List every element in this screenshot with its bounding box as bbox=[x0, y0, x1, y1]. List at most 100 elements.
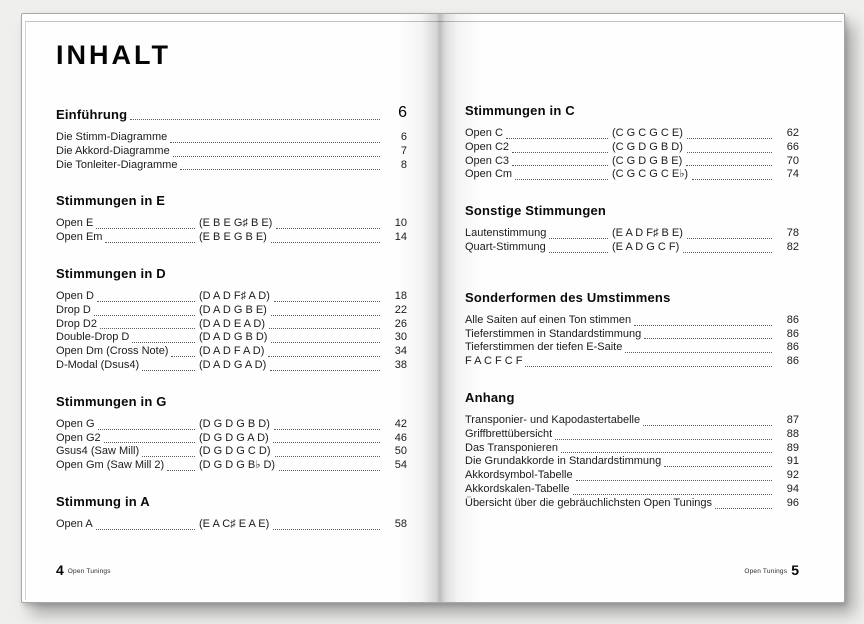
dotted-leader bbox=[549, 237, 608, 239]
toc-entry: Tieferstimmen der tiefen E-Saite 86 bbox=[465, 341, 799, 355]
toc-entry-page: 42 bbox=[394, 417, 407, 430]
toc-entry: Die Grundakkorde in Standardstimmung 91 bbox=[465, 455, 799, 469]
dotted-leader bbox=[273, 428, 380, 430]
toc-section: Stimmung in A Open A (E A C♯ E A E) 58 bbox=[56, 494, 407, 532]
toc-entry: Lautenstimmung (E A D F♯ B E) 78 bbox=[465, 227, 799, 241]
dotted-leader bbox=[274, 456, 380, 458]
toc-entry-name-wrap: Drop D2 bbox=[56, 318, 198, 332]
toc-entry: Double-Drop D (D A D G B D) 30 bbox=[56, 331, 407, 345]
page-title: INHALT bbox=[56, 40, 171, 70]
toc-entry-name: Drop D bbox=[56, 303, 91, 316]
toc-entry-name: D-Modal (Dsus4) bbox=[56, 358, 140, 371]
toc-entry-page: 58 bbox=[394, 517, 407, 530]
toc-entry-page: 82 bbox=[786, 240, 799, 253]
toc-entry-page: 89 bbox=[786, 441, 799, 454]
toc-entry-name: Open C bbox=[465, 127, 503, 139]
dotted-leader bbox=[105, 241, 195, 243]
dotted-leader bbox=[644, 338, 772, 340]
toc-entry: Alle Saiten auf einen Ton stimmen 86 bbox=[465, 314, 799, 328]
toc-entry-tuning: (C G D G B D) bbox=[612, 140, 683, 153]
toc-entry-name: Quart-Stimmung bbox=[465, 240, 546, 253]
toc-entry-name-wrap: Open D bbox=[56, 290, 198, 304]
toc-entry: Die Tonleiter-Diagramme 8 bbox=[56, 159, 407, 173]
toc-entry: Drop D (D A D G B E) 22 bbox=[56, 304, 407, 318]
toc-entry-page: 74 bbox=[786, 168, 799, 181]
toc-entry-name: Drop D2 bbox=[56, 317, 97, 330]
toc-entry: Drop D2 (D A D E A D) 26 bbox=[56, 318, 407, 332]
dotted-leader bbox=[142, 369, 195, 371]
toc-entry-page: 6 bbox=[400, 131, 407, 143]
toc-entry-name-wrap: Open A bbox=[56, 518, 198, 532]
toc-entry-name-wrap: Open C2 bbox=[465, 141, 611, 155]
toc-entry-page: 22 bbox=[394, 303, 407, 316]
book-spread: INHALT Einführung 6 Die Stimm-Diagramme 6 Di… bbox=[21, 13, 845, 603]
toc-entry-name: Tieferstimmen in Standardstimmung bbox=[465, 327, 642, 340]
toc-entry: Transponier- und Kapodastertabelle 87 bbox=[465, 414, 799, 428]
toc-entry: Open C3 (C G D G B E) 70 bbox=[465, 155, 799, 169]
toc-section: Sonstige Stimmungen Lautenstimmung (E A D … bbox=[465, 204, 799, 255]
dotted-leader bbox=[643, 424, 772, 426]
dotted-leader bbox=[512, 151, 608, 153]
toc-entry-name-wrap: Open G bbox=[56, 418, 198, 432]
toc-section-heading-row: Stimmungen in E bbox=[56, 194, 407, 208]
dotted-leader bbox=[664, 466, 772, 468]
dotted-leader bbox=[525, 365, 772, 367]
toc-entry-name-wrap: Open G2 bbox=[56, 432, 198, 446]
toc-entry-tuning: (D A D G B D) bbox=[199, 331, 268, 344]
toc-entry-page: 88 bbox=[786, 427, 799, 440]
toc-entry-tuning: (D A D G B E) bbox=[199, 303, 267, 316]
toc-entry-page: 96 bbox=[786, 496, 799, 509]
footer-right: Open Tunings 5 bbox=[740, 563, 799, 577]
toc-entry-name: Alle Saiten auf einen Ton stimmen bbox=[465, 313, 632, 326]
toc-entry-name: F A C F C F bbox=[465, 355, 523, 368]
toc-entry: Die Stimm-Diagramme 6 bbox=[56, 131, 407, 145]
dotted-leader bbox=[548, 251, 608, 253]
toc-entry-name: Die Akkord-Diagramme bbox=[56, 144, 170, 157]
toc-entry-name-wrap: Open C bbox=[465, 127, 611, 141]
toc-entry-page: 30 bbox=[394, 331, 407, 344]
toc-section-heading: Stimmungen in E bbox=[56, 193, 166, 209]
dotted-leader bbox=[272, 442, 380, 444]
toc-entry-page: 8 bbox=[400, 158, 407, 171]
toc-entry-name: Die Tonleiter-Diagramme bbox=[56, 158, 178, 171]
toc-entry-page: 91 bbox=[786, 455, 799, 468]
toc-entry: Open E (E B E G♯ B E) 10 bbox=[56, 217, 407, 231]
toc-entry-tuning: (D G D G C D) bbox=[199, 445, 271, 458]
dotted-leader bbox=[167, 469, 195, 471]
toc-entry: Open Cm (C G C G C E♭) 74 bbox=[465, 168, 799, 182]
toc-entry-page: 94 bbox=[786, 482, 799, 495]
toc-entry: F A C F C F 86 bbox=[465, 355, 799, 369]
dotted-leader bbox=[279, 469, 380, 471]
toc-entries: Open G (D G D G B D) 42 Open G2 (D G D G A D… bbox=[56, 418, 407, 473]
toc-entry-name-wrap: Drop D bbox=[56, 304, 198, 318]
toc-entry-name: Übersicht über die gebräuchlichsten Open… bbox=[465, 496, 713, 509]
dotted-leader bbox=[268, 355, 380, 357]
toc-entry: Akkordsymbol-Tabelle 92 bbox=[465, 469, 799, 483]
toc-entry-tuning: (D A D F A D) bbox=[199, 345, 265, 358]
toc-entry-tuning: (D A D G A D) bbox=[199, 358, 267, 371]
toc-entry-page: 6 bbox=[398, 104, 407, 121]
dotted-leader bbox=[180, 169, 380, 171]
toc-entry-name-wrap: Open Cm bbox=[465, 168, 611, 182]
toc-entry-tuning: (D G D G A D) bbox=[199, 431, 269, 444]
dotted-leader bbox=[170, 141, 380, 143]
dotted-leader bbox=[99, 328, 195, 330]
dotted-leader bbox=[97, 428, 195, 430]
toc-entry-page: 92 bbox=[786, 469, 799, 482]
toc-entry-name: Griffbrettübersicht bbox=[465, 427, 553, 440]
toc-entry-name: Open C2 bbox=[465, 140, 510, 153]
toc-entries: Open D (D A D F♯ A D) 18 Drop D (D A D G B E… bbox=[56, 290, 407, 373]
toc-entry-name: Die Stimm-Diagramme bbox=[56, 131, 168, 143]
toc-section-heading: Stimmungen in C bbox=[465, 103, 575, 118]
toc-entry: Das Transponieren 89 bbox=[465, 442, 799, 456]
footer-left: 4 Open Tunings bbox=[56, 563, 115, 577]
toc-section-heading-row: Stimmung in A bbox=[56, 494, 407, 509]
dotted-leader bbox=[686, 151, 772, 153]
dotted-leader bbox=[172, 155, 380, 157]
page-right-sections: Stimmungen in C Open C (C G C G C E) 62 Open… bbox=[465, 104, 799, 511]
toc-entry-page: 38 bbox=[394, 358, 407, 371]
dotted-leader bbox=[686, 137, 772, 139]
dotted-leader bbox=[95, 528, 195, 530]
toc-section: Stimmungen in D Open D (D A D F♯ A D) 18 Dro… bbox=[56, 266, 407, 373]
dotted-leader bbox=[269, 328, 380, 330]
